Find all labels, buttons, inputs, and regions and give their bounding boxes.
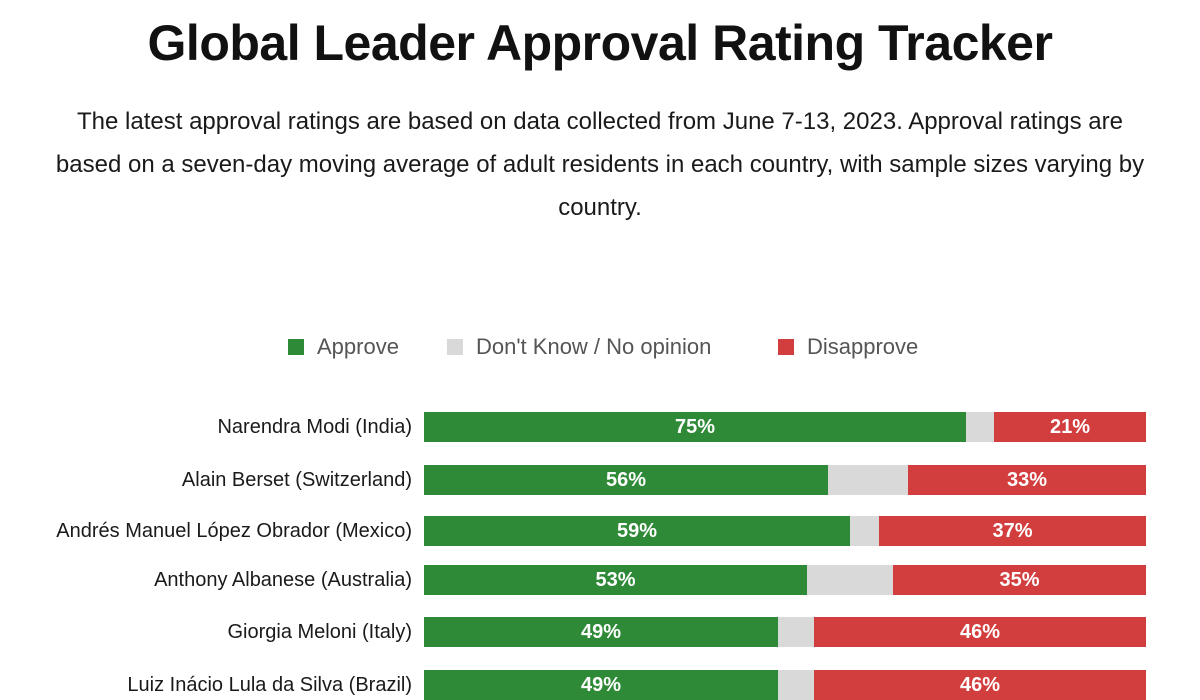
legend-label-dont-know: Don't Know / No opinion <box>476 334 712 359</box>
bar-value-label-approve: 75% <box>674 416 716 438</box>
bar-segment-disapprove <box>814 617 1146 647</box>
leader-label: Giorgia Meloni (Italy) <box>227 620 412 643</box>
leader-label: Alain Berset (Switzerland) <box>181 468 412 491</box>
legend-swatch-approve <box>288 339 304 355</box>
bar-value-label-disapprove: 46% <box>959 674 1001 696</box>
bar-row: 49% 46% <box>424 670 1146 700</box>
bar-value-label-approve: 59% <box>616 520 658 542</box>
leader-label: Anthony Albanese (Australia) <box>154 568 412 591</box>
bar-segment-disapprove <box>879 516 1146 546</box>
bar-row: 75% 21% <box>424 412 1146 442</box>
page-subtitle: The latest approval ratings are based on… <box>55 108 1145 221</box>
legend-swatch-disapprove <box>778 339 794 355</box>
legend-item-disapprove: Disapprove <box>778 333 918 361</box>
bar-row: 59% 37% <box>424 516 1146 546</box>
leader-label: Andrés Manuel López Obrador (Mexico) <box>56 519 412 542</box>
bar-segment-dont-know <box>778 670 814 700</box>
bar-segment-disapprove <box>893 565 1146 595</box>
legend-label-approve: Approve <box>317 334 399 359</box>
bar-segment-dont-know <box>828 465 908 495</box>
bar-value-label-disapprove: 21% <box>1049 416 1091 438</box>
legend-label-disapprove: Disapprove <box>807 334 919 359</box>
bar-segment-approve <box>424 670 778 700</box>
bar-row: 56% 33% <box>424 465 1146 495</box>
bar-segment-approve <box>424 412 966 442</box>
bar-value-label-approve: 56% <box>605 469 647 491</box>
bar-segment-approve <box>424 516 850 546</box>
legend-item-approve: Approve <box>288 333 399 361</box>
bar-segment-disapprove <box>908 465 1146 495</box>
legend-swatch-dont-know <box>447 339 463 355</box>
bar-segment-dont-know <box>778 617 814 647</box>
bar-value-label-disapprove: 33% <box>1006 469 1048 491</box>
bar-row: 49% 46% <box>424 617 1146 647</box>
legend-item-dont-know: Don't Know / No opinion <box>447 333 711 361</box>
bar-value-label-disapprove: 35% <box>999 569 1040 591</box>
bar-segment-disapprove <box>994 412 1146 442</box>
bar-value-label-disapprove: 46% <box>959 621 1001 643</box>
leader-label: Luiz Inácio Lula da Silva (Brazil) <box>127 673 412 696</box>
bar-segment-approve <box>424 465 828 495</box>
bar-segment-approve <box>424 565 807 595</box>
leader-label: Narendra Modi (India) <box>217 415 412 438</box>
bar-segment-dont-know <box>966 412 994 442</box>
bar-segment-dont-know <box>807 565 893 595</box>
bar-segment-approve <box>424 617 778 647</box>
bar-value-label-approve: 53% <box>595 569 636 591</box>
bar-value-label-approve: 49% <box>580 674 622 696</box>
bar-segment-dont-know <box>850 516 879 546</box>
bar-row: 53% 35% <box>424 565 1146 595</box>
bar-value-label-disapprove: 37% <box>992 520 1033 542</box>
page-title: Global Leader Approval Rating Tracker <box>147 15 1053 71</box>
bar-value-label-approve: 49% <box>580 621 622 643</box>
chart-legend: Approve Don't Know / No opinion Disappro… <box>0 333 1200 361</box>
bar-segment-disapprove <box>814 670 1146 700</box>
